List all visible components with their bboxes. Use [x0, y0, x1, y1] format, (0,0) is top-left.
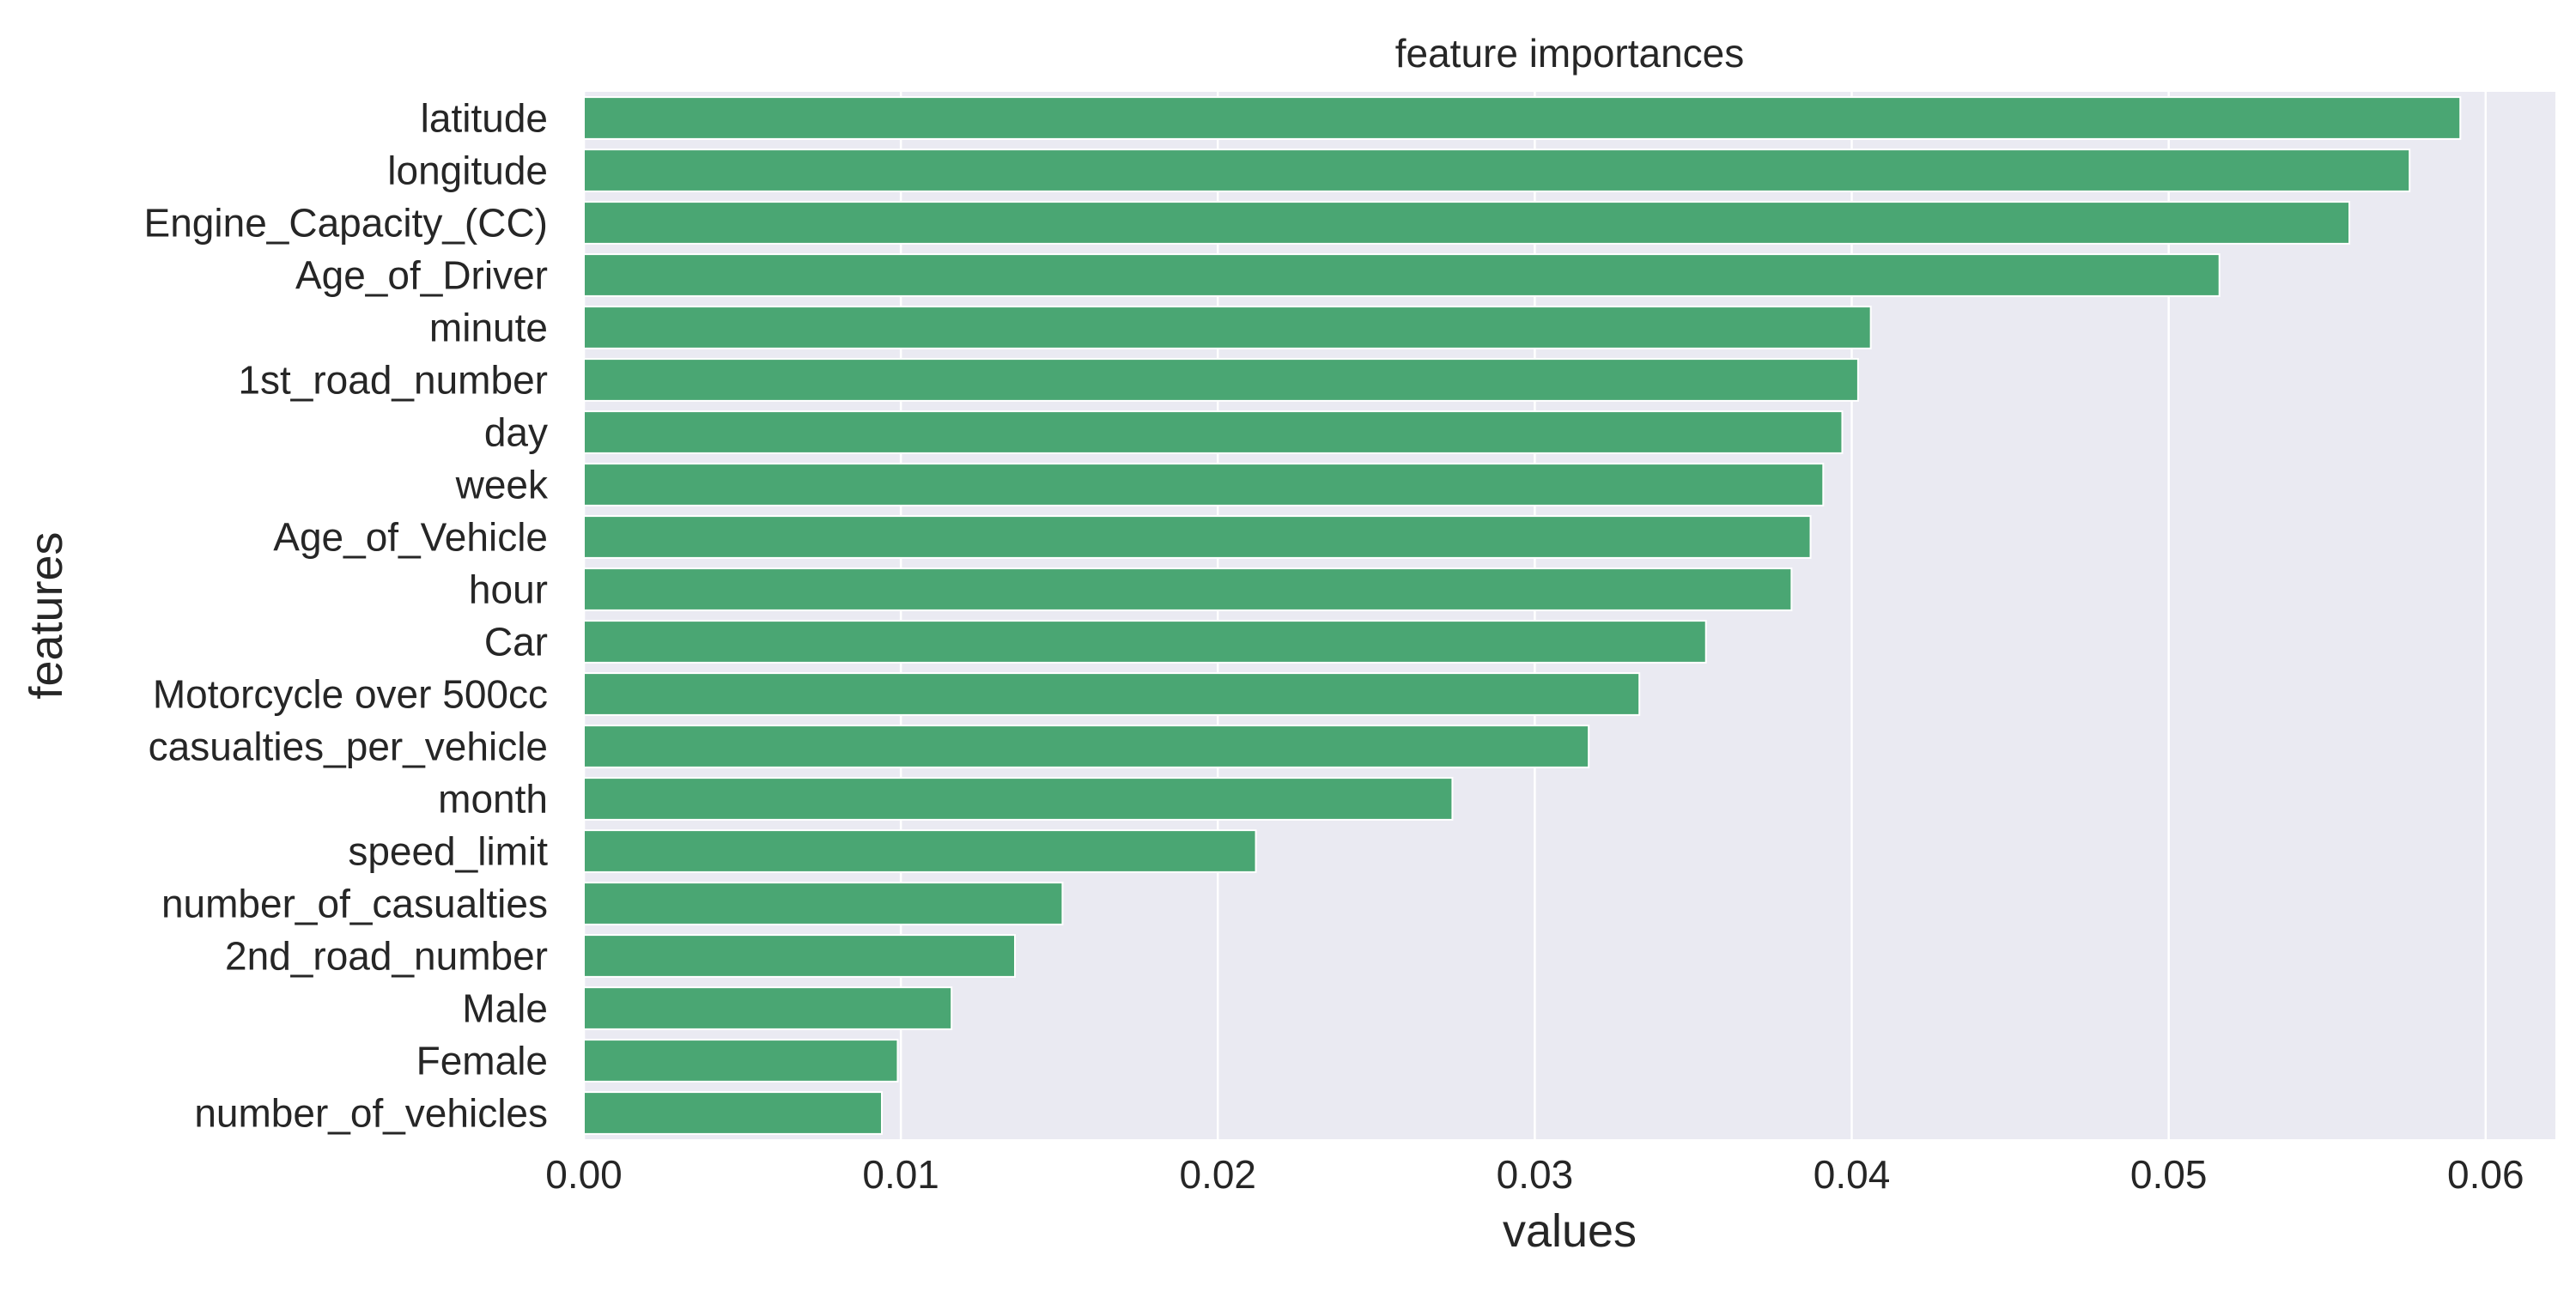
category-label-9: hour [469, 567, 548, 612]
bar-4 [583, 306, 1872, 349]
bar-0 [583, 96, 2462, 140]
x-tick-label-5: 0.05 [2130, 1152, 2208, 1197]
category-label-0: latitude [421, 96, 548, 141]
category-label-14: speed_limit [348, 829, 548, 874]
category-label-4: minute [429, 306, 548, 350]
category-label-5: 1st_road_number [238, 358, 548, 403]
category-label-17: Male [462, 986, 548, 1031]
bar-17 [583, 986, 953, 1030]
bar-19 [583, 1091, 883, 1135]
y-axis-label: features [21, 531, 72, 699]
category-labels: latitude longitude Engine_Capacity_(CC) Age… [144, 96, 549, 1136]
category-label-11: Motorcycle over 500cc [153, 672, 548, 717]
category-label-7: week [455, 463, 549, 507]
bar-10 [583, 620, 1707, 664]
bar-9 [583, 567, 1793, 611]
bars [583, 96, 2462, 1135]
bar-14 [583, 829, 1257, 873]
category-label-12: casualties_per_vehicle [149, 725, 548, 769]
bar-8 [583, 515, 1812, 559]
bar-7 [583, 463, 1825, 506]
chart-title: feature importances [1395, 31, 1745, 76]
category-label-10: Car [484, 620, 548, 664]
plot-background [584, 92, 2555, 1139]
x-tick-label-0: 0.00 [545, 1152, 623, 1197]
bar-18 [583, 1039, 899, 1083]
x-tick-label-1: 0.01 [862, 1152, 939, 1197]
category-label-2: Engine_Capacity_(CC) [144, 201, 548, 246]
category-label-19: number_of_vehicles [194, 1091, 548, 1136]
x-tick-label-3: 0.03 [1497, 1152, 1574, 1197]
category-label-3: Age_of_Driver [295, 253, 548, 298]
x-tick-label-4: 0.04 [1814, 1152, 1891, 1197]
bar-2 [583, 201, 2351, 245]
category-label-6: day [484, 410, 548, 455]
category-label-1: longitude [387, 149, 548, 193]
bar-16 [583, 934, 1017, 978]
bar-13 [583, 777, 1454, 821]
category-label-15: number_of_casualties [161, 882, 548, 926]
category-label-13: month [438, 777, 548, 822]
bar-15 [583, 882, 1064, 925]
category-label-18: Female [416, 1039, 548, 1083]
x-tick-label-6: 0.06 [2447, 1152, 2524, 1197]
category-label-16: 2nd_road_number [225, 934, 548, 979]
bar-11 [583, 672, 1641, 716]
x-tick-label-2: 0.02 [1179, 1152, 1256, 1197]
bar-5 [583, 358, 1859, 402]
category-label-8: Age_of_Vehicle [273, 515, 548, 560]
x-tick-labels: 0.00 0.01 0.02 0.03 0.04 0.05 0.06 [545, 1152, 2524, 1197]
bar-1 [583, 149, 2411, 192]
bar-12 [583, 725, 1590, 768]
bar-3 [583, 253, 2221, 297]
x-axis-label: values [1503, 1205, 1637, 1257]
bar-6 [583, 410, 1844, 454]
